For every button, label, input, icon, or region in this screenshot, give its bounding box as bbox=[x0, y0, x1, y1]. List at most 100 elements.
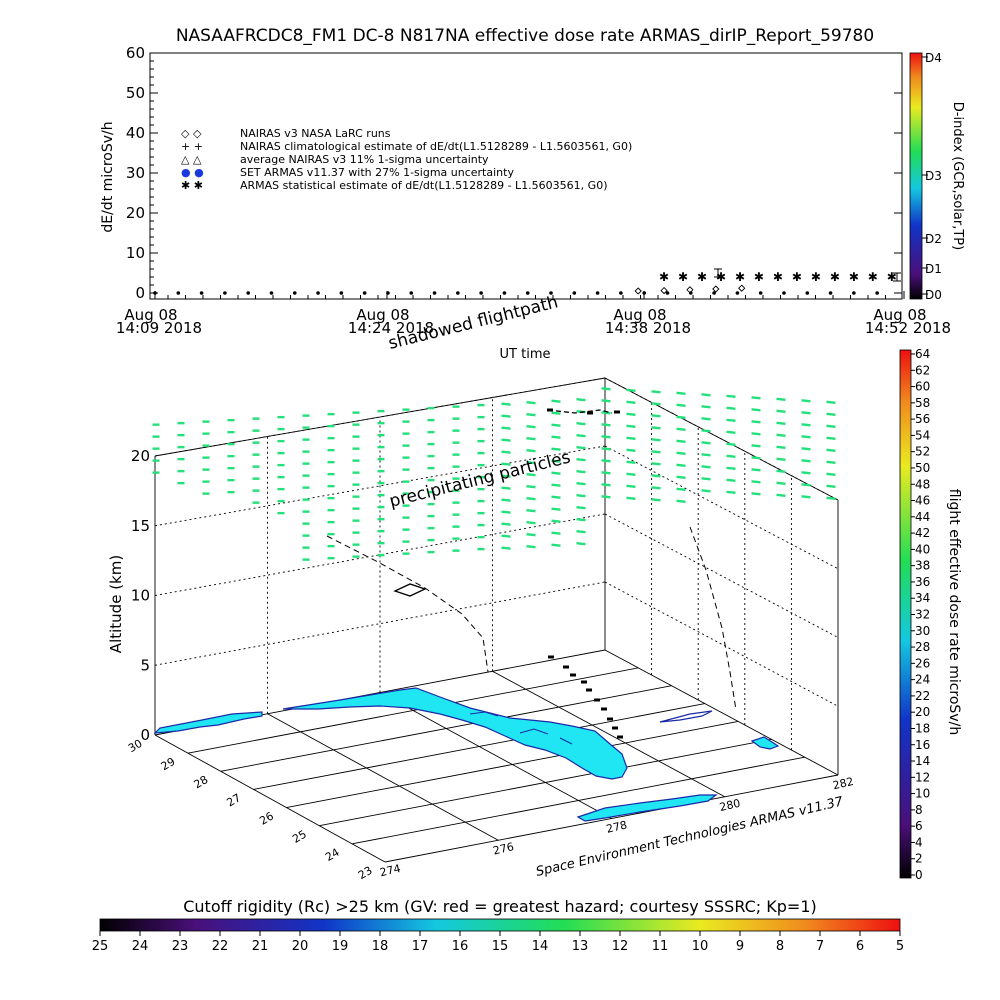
top-x-tick-label-time: 14:24 2018 bbox=[348, 319, 434, 337]
particle-mark bbox=[551, 447, 561, 451]
particle-mark bbox=[551, 423, 561, 427]
dose-tick-label: 38 bbox=[915, 559, 930, 573]
particle-mark bbox=[501, 450, 511, 454]
particle-mark bbox=[651, 414, 661, 418]
particle-mark bbox=[726, 406, 736, 411]
set-armas-point bbox=[852, 291, 856, 295]
particle-mark bbox=[501, 510, 511, 514]
particle-mark bbox=[501, 402, 511, 406]
particle-mark bbox=[551, 495, 561, 499]
longitude-tick-label: 276 bbox=[492, 840, 515, 857]
nairas-point bbox=[634, 287, 642, 295]
particle-mark bbox=[551, 399, 561, 403]
dose-tick-label: 46 bbox=[915, 494, 930, 508]
particle-mark bbox=[551, 459, 561, 463]
particle-mark bbox=[776, 457, 786, 462]
particle-mark bbox=[776, 445, 786, 450]
dose-tick-label: 0 bbox=[915, 868, 923, 882]
set-armas-point bbox=[316, 291, 320, 295]
particle-mark bbox=[701, 429, 711, 433]
particle-mark bbox=[526, 400, 536, 405]
particle-mark bbox=[526, 520, 536, 525]
set-armas-point bbox=[642, 291, 647, 295]
dose-tick-label: 42 bbox=[915, 526, 930, 540]
grid-alt-right bbox=[604, 445, 839, 570]
figure-title: NASAAFRCDC8_FM1 DC-8 N817NA effective do… bbox=[176, 26, 874, 46]
dose-tick-label: 58 bbox=[915, 396, 930, 410]
particle-mark bbox=[501, 534, 511, 538]
particle-mark bbox=[751, 456, 761, 460]
top-x-tick-label-date: Aug 08 bbox=[613, 306, 666, 324]
dose-tick-label: 16 bbox=[915, 738, 930, 752]
cutoff-tick-label: 25 bbox=[92, 939, 109, 954]
shadow-mark bbox=[547, 408, 553, 412]
particle-mark bbox=[776, 481, 786, 486]
particle-mark bbox=[576, 517, 586, 522]
cutoff-tick-label: 7 bbox=[816, 939, 824, 954]
cutoff-tick-label: 22 bbox=[212, 939, 229, 954]
armas-estimate-point: ✱ bbox=[830, 270, 840, 284]
particle-mark bbox=[601, 447, 611, 451]
land-island-east bbox=[750, 736, 780, 750]
dose-tick-label: 32 bbox=[915, 608, 930, 622]
cutoff-ticks: 25 24 23 22 21 20 19 18 17 16 15 14 13 12 11 10 9 8 7 6 5 bbox=[92, 931, 904, 954]
particle-mark bbox=[526, 412, 536, 417]
particle-mark bbox=[501, 498, 511, 502]
set-armas-point bbox=[479, 291, 483, 295]
cutoff-tick-label: 11 bbox=[652, 939, 669, 954]
particle-mark bbox=[801, 459, 811, 463]
particle-mark bbox=[526, 508, 536, 513]
set-armas-point bbox=[572, 291, 577, 295]
particle-mark bbox=[626, 388, 636, 393]
armas-estimate-point: ✱ bbox=[735, 270, 745, 284]
dindex-tick-label: D4 bbox=[925, 51, 942, 65]
particle-mark bbox=[676, 415, 686, 420]
particle-mark bbox=[801, 423, 811, 427]
particle-mark bbox=[826, 484, 836, 489]
dose-colorbar-ticks: 0246810121416182022242628303234363840424… bbox=[911, 347, 930, 882]
altitude-ticks: 0 5 10 15 20 bbox=[131, 447, 150, 744]
grid-alt-right bbox=[604, 513, 839, 638]
particle-mark bbox=[576, 397, 586, 402]
top-y-tick-label: 30 bbox=[126, 164, 145, 182]
set-armas-point bbox=[362, 291, 367, 295]
shadow-mark bbox=[594, 698, 600, 702]
particle-mark bbox=[651, 450, 661, 454]
cutoff-tick-label: 12 bbox=[612, 939, 629, 954]
cutoff-tick-label: 21 bbox=[252, 939, 269, 954]
particle-mark bbox=[726, 394, 736, 399]
set-armas-point bbox=[386, 291, 390, 295]
land-gulf-coast-west bbox=[153, 711, 263, 734]
top-y-tick-label: 20 bbox=[126, 204, 145, 222]
dose-tick-label: 40 bbox=[915, 542, 930, 556]
cutoff-tick-label: 14 bbox=[532, 939, 549, 954]
particle-mark bbox=[826, 400, 836, 405]
grid-alt-left bbox=[154, 513, 606, 596]
set-armas-point bbox=[339, 291, 344, 295]
particle-mark bbox=[751, 492, 761, 496]
particle-mark bbox=[801, 471, 811, 475]
dindex-ticks: D0 D1 D2 D3 D4 bbox=[922, 51, 942, 302]
particle-mark bbox=[776, 469, 786, 474]
top-y-ticks: 0 10 20 30 40 50 60 bbox=[126, 44, 902, 302]
longitude-ticks: 274 276 278 280 282 bbox=[379, 775, 855, 879]
particle-mark bbox=[626, 436, 636, 441]
particle-mark bbox=[651, 462, 661, 466]
dindex-tick-label: D0 bbox=[925, 288, 942, 302]
longitude-tick-label: 280 bbox=[718, 797, 741, 814]
particle-mark bbox=[701, 405, 711, 409]
top-y-tick-label: 40 bbox=[126, 124, 145, 142]
cutoff-tick-label: 6 bbox=[856, 939, 864, 954]
longitude-tick-label: 274 bbox=[379, 862, 402, 879]
set-armas-point bbox=[735, 291, 740, 295]
dose-tick-label: 14 bbox=[915, 754, 930, 768]
grid-alt-right bbox=[604, 377, 839, 501]
particle-mark bbox=[626, 472, 636, 477]
particle-mark bbox=[551, 483, 561, 487]
set-armas-point bbox=[782, 291, 786, 295]
particle-mark bbox=[801, 399, 811, 403]
grid-3d bbox=[154, 377, 839, 863]
set-armas-point bbox=[432, 291, 437, 295]
particle-mark bbox=[801, 411, 811, 415]
particle-mark bbox=[751, 468, 761, 472]
